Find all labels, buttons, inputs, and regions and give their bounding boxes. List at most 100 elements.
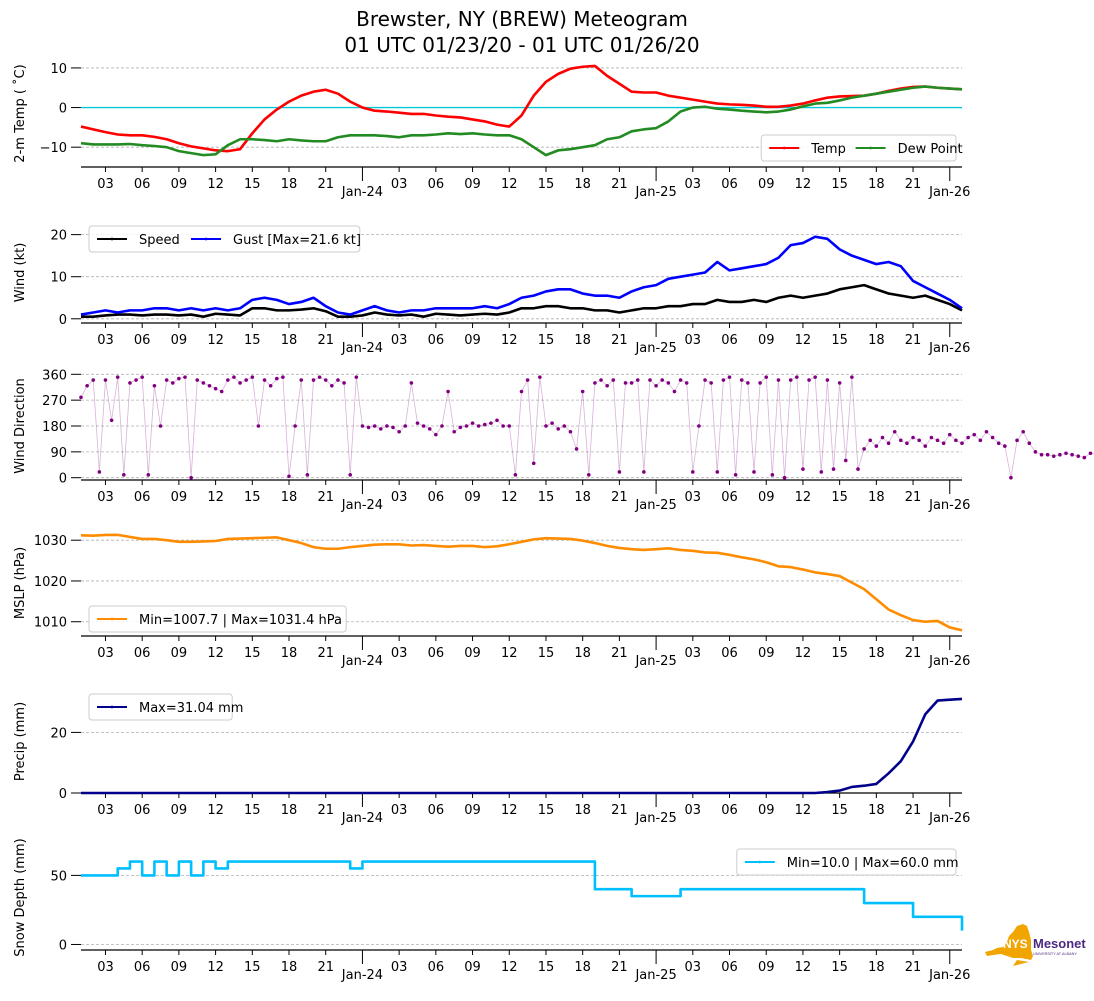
x-day-label: Jan-25 <box>634 968 676 983</box>
y-tick-label: 90 <box>50 446 67 461</box>
data-point <box>538 375 542 379</box>
data-point <box>85 383 89 388</box>
data-point <box>593 381 597 385</box>
data-point <box>177 376 181 381</box>
y-tick-label: 10 <box>50 62 67 77</box>
data-point <box>1051 454 1056 458</box>
data-point <box>629 381 634 385</box>
data-point <box>770 473 775 477</box>
x-tick-label: 09 <box>171 960 188 975</box>
data-point <box>684 381 689 385</box>
data-point <box>213 386 218 391</box>
x-tick-label: 06 <box>134 490 151 505</box>
data-point <box>672 389 677 394</box>
x-day-label: Jan-25 <box>634 498 676 513</box>
data-point <box>1021 429 1025 434</box>
legend-box <box>88 693 233 721</box>
data-point <box>207 383 212 388</box>
x-tick-label: 06 <box>428 960 445 975</box>
data-point <box>1064 451 1068 456</box>
x-day-label: Jan-25 <box>634 654 676 669</box>
x-tick-label: 09 <box>171 646 188 661</box>
data-point <box>990 435 995 440</box>
data-point <box>354 375 359 379</box>
data-point <box>378 427 383 431</box>
data-point <box>305 473 310 477</box>
data-point <box>244 378 248 382</box>
x-tick-label: 03 <box>685 803 702 818</box>
x-tick-label: 06 <box>721 803 738 818</box>
data-point <box>666 381 671 385</box>
data-point <box>709 381 713 385</box>
legend-box <box>736 848 957 876</box>
x-tick-label: 18 <box>574 803 591 818</box>
data-point <box>464 424 469 428</box>
data-point <box>262 378 267 382</box>
y-tick-label: 1030 <box>34 534 67 549</box>
x-tick-label: 21 <box>905 177 922 192</box>
x-tick-label: 18 <box>281 960 298 975</box>
x-tick-label: 06 <box>134 646 151 661</box>
x-tick-label: 21 <box>317 646 334 661</box>
data-point <box>752 470 756 474</box>
y-tick-label: 1010 <box>34 616 67 631</box>
x-tick-label: 15 <box>831 960 848 975</box>
data-point <box>525 378 530 382</box>
series-line-min-10-0-max-60-0-mm <box>81 860 964 931</box>
x-tick-label: 06 <box>428 177 445 192</box>
x-tick-label: 03 <box>97 646 114 661</box>
data-point <box>868 438 873 443</box>
data-point <box>513 473 518 477</box>
x-tick-label: 21 <box>905 960 922 975</box>
data-point <box>642 470 646 474</box>
data-point <box>495 418 499 423</box>
data-point <box>825 378 830 382</box>
x-tick-label: 21 <box>611 646 628 661</box>
data-point <box>299 378 304 382</box>
data-point <box>403 424 408 428</box>
legend-snow: Min=10.0 | Max=60.0 mm <box>736 848 959 876</box>
data-point <box>470 421 475 425</box>
x-tick-label: 03 <box>685 177 702 192</box>
x-tick-label: 06 <box>134 177 151 192</box>
y-tick-label: 10 <box>50 271 67 286</box>
x-tick-label: 21 <box>317 803 334 818</box>
y-tick-label: 0 <box>59 938 67 953</box>
x-tick-label: 03 <box>685 490 702 505</box>
data-point <box>507 424 512 428</box>
legend-precip: Max=31.04 mm <box>88 693 243 721</box>
x-tick-label: 03 <box>391 960 408 975</box>
data-point <box>128 381 132 385</box>
x-tick-label: 06 <box>428 803 445 818</box>
panel-precip: 0 20 Precip (mm) 03 06 09 12 15 18 21 Jan-24 03 06 09… <box>13 693 970 826</box>
x-tick-label: 18 <box>868 646 885 661</box>
data-point <box>256 424 261 428</box>
data-point <box>788 378 793 382</box>
data-point <box>134 378 138 382</box>
x-tick-label: 21 <box>611 333 628 348</box>
x-tick-label: 03 <box>97 333 114 348</box>
x-day-label: Jan-24 <box>341 654 383 669</box>
y-axis-label: Snow Depth (mm) <box>13 838 28 956</box>
x-tick-label: 12 <box>795 177 812 192</box>
data-point <box>843 458 848 463</box>
legend-marker <box>782 146 786 150</box>
series-line-dew-point <box>80 85 963 157</box>
x-tick-label: 21 <box>611 803 628 818</box>
data-point <box>342 381 346 385</box>
data-point <box>837 381 842 385</box>
legend-label: Speed <box>139 233 180 248</box>
data-point <box>654 383 658 388</box>
chart-title-line2: 01 UTC 01/23/20 - 01 UTC 01/26/20 <box>344 33 700 57</box>
data-point <box>397 429 401 434</box>
data-point <box>697 424 701 428</box>
x-tick-label: 18 <box>281 333 298 348</box>
x-tick-label: 18 <box>868 490 885 505</box>
x-tick-label: 21 <box>905 333 922 348</box>
data-point <box>905 441 909 446</box>
legend-wind: Speed Gust [Max=21.6 kt] <box>88 225 361 253</box>
data-point <box>281 375 285 379</box>
data-point <box>122 473 126 477</box>
data-point <box>648 378 652 382</box>
